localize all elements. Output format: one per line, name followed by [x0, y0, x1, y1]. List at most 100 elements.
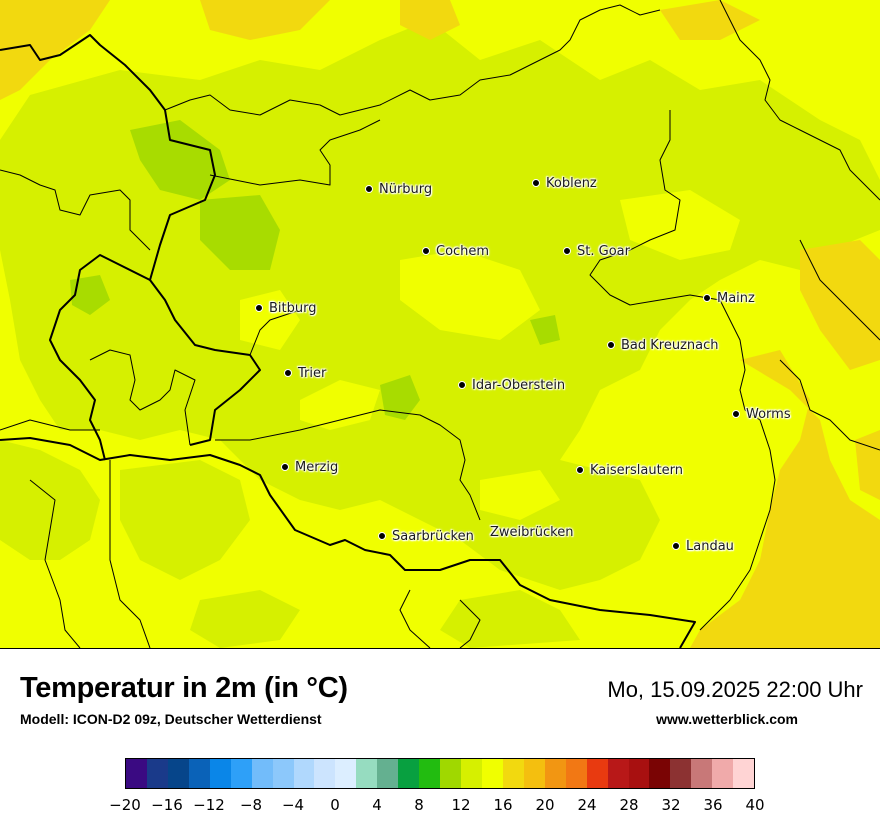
model-info: Modell: ICON-D2 09z, Deutscher Wetterdie…	[20, 711, 322, 727]
legend-swatch	[209, 759, 231, 788]
city-label: Nürburg	[365, 182, 433, 197]
city-name: St. Goar	[577, 244, 630, 259]
legend-tick-label: 8	[414, 796, 424, 814]
legend-tick-label: 32	[661, 796, 681, 814]
legend-swatch	[670, 759, 692, 788]
legend-tick-label: 20	[535, 796, 555, 814]
city-marker	[458, 380, 466, 389]
city-label: Cochem	[422, 244, 490, 259]
website-link[interactable]: www.wetterblick.com	[656, 711, 798, 727]
valid-datetime: Mo, 15.09.2025 22:00 Uhr	[607, 677, 863, 702]
city-label: Bitburg	[255, 301, 317, 316]
legend-swatch	[230, 759, 252, 788]
legend-tick-label: 40	[745, 796, 765, 814]
legend-swatch	[733, 759, 755, 788]
city-label: Bad Kreuznach	[607, 338, 719, 353]
legend-swatch	[607, 759, 629, 788]
legend-swatch	[628, 759, 650, 788]
legend-swatch	[523, 759, 545, 788]
legend-tick-label: −12	[193, 796, 225, 814]
legend-swatch	[565, 759, 587, 788]
legend-swatch	[419, 759, 441, 788]
legend-swatch	[712, 759, 734, 788]
city-name: Idar-Oberstein	[472, 378, 566, 393]
city-name: Landau	[686, 539, 734, 554]
field-18	[0, 0, 880, 648]
legend-tick-label: 12	[451, 796, 471, 814]
city-name: Mainz	[717, 291, 755, 306]
city-marker	[422, 246, 430, 255]
city-name: Bad Kreuznach	[621, 338, 719, 353]
legend-swatch	[398, 759, 420, 788]
city-name: Koblenz	[546, 176, 597, 191]
city-name: Zweibrücken	[490, 525, 574, 540]
legend-swatch	[544, 759, 566, 788]
legend-tick-label: 0	[330, 796, 340, 814]
legend-swatch	[586, 759, 608, 788]
legend-swatch	[126, 759, 147, 788]
city-label: St. Goar	[563, 244, 630, 259]
legend-tick-label: −16	[151, 796, 183, 814]
temperature-field	[0, 0, 880, 648]
city-marker	[732, 409, 740, 418]
legend-swatch	[691, 759, 713, 788]
city-name: Cochem	[436, 244, 490, 259]
legend-swatch	[377, 759, 399, 788]
legend-swatch	[481, 759, 503, 788]
city-marker	[284, 368, 292, 377]
legend-swatch	[146, 759, 168, 788]
city-name: Saarbrücken	[392, 529, 474, 544]
city-marker	[281, 462, 289, 471]
legend-swatch	[502, 759, 524, 788]
legend-swatch	[314, 759, 336, 788]
city-label: Koblenz	[532, 176, 597, 191]
legend-swatch	[461, 759, 482, 788]
city-name: Worms	[746, 407, 791, 422]
legend-swatch	[251, 759, 273, 788]
legend-swatch	[440, 759, 461, 788]
legend-swatch	[167, 759, 189, 788]
legend-swatch	[649, 759, 671, 788]
legend-swatch	[356, 759, 378, 788]
city-label-nodot: Zweibrücken	[490, 525, 574, 540]
city-marker	[563, 246, 571, 255]
city-marker	[576, 465, 584, 474]
city-name: Merzig	[295, 460, 339, 475]
legend-tick-label: 24	[577, 796, 597, 814]
map-title: Temperatur in 2m (in °C)	[20, 672, 348, 704]
city-name: Nürburg	[379, 182, 433, 197]
city-marker	[255, 303, 263, 312]
city-marker	[703, 293, 711, 302]
city-label: Trier	[284, 366, 327, 381]
legend-tick-label: 36	[703, 796, 723, 814]
city-marker	[672, 541, 680, 550]
legend-tick-label: 4	[372, 796, 382, 814]
city-marker	[532, 178, 540, 187]
field-12	[70, 120, 560, 420]
city-label: Landau	[672, 539, 734, 554]
city-marker	[607, 340, 615, 349]
legend-swatch	[293, 759, 315, 788]
color-legend	[125, 758, 755, 789]
legend-swatch	[272, 759, 294, 788]
city-label: Merzig	[281, 460, 339, 475]
country-borders	[0, 34, 696, 648]
legend-tick-label: 16	[493, 796, 513, 814]
city-name: Bitburg	[269, 301, 317, 316]
city-name: Trier	[298, 366, 327, 381]
legend-tick-label: −20	[109, 796, 141, 814]
city-label: Worms	[732, 407, 791, 422]
city-label: Kaiserslautern	[576, 463, 684, 478]
legend-swatch	[335, 759, 357, 788]
legend-swatch	[188, 759, 210, 788]
city-marker	[365, 184, 373, 193]
city-label: Idar-Oberstein	[458, 378, 566, 393]
city-label: Saarbrücken	[378, 529, 474, 544]
city-label: Mainz	[703, 291, 755, 306]
city-name: Kaiserslautern	[590, 463, 684, 478]
legend-tick-label: −4	[281, 796, 305, 814]
legend-tick-label: 28	[619, 796, 639, 814]
temperature-map: Nürburg Koblenz Cochem St. Goar Bitburg …	[0, 0, 880, 649]
city-marker	[378, 531, 386, 540]
legend-tick-label: −8	[239, 796, 263, 814]
